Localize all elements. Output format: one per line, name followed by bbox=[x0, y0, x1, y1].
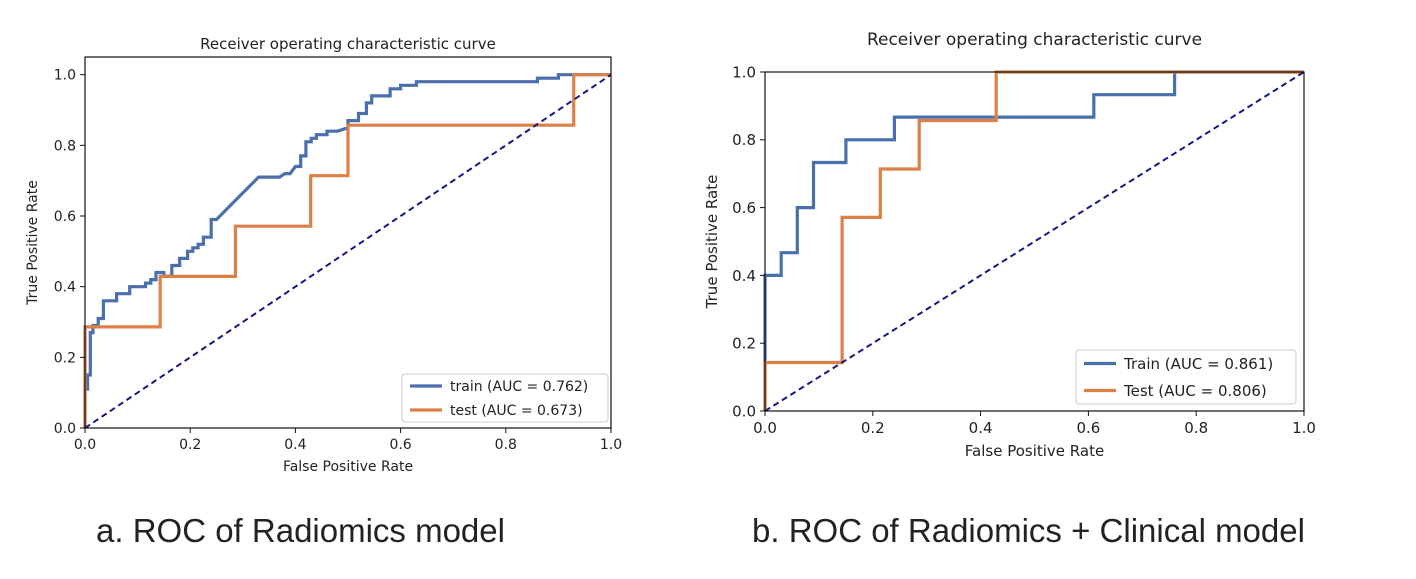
y-tick-label: 0.2 bbox=[54, 350, 76, 366]
y-tick-label: 0.4 bbox=[732, 267, 756, 285]
chance-diagonal-line bbox=[84, 73, 612, 429]
series-line-test bbox=[83, 73, 611, 428]
x-tick-label: 0.2 bbox=[179, 437, 201, 453]
y-tick-label: 0.8 bbox=[732, 131, 756, 149]
x-tick-label: 0.4 bbox=[284, 437, 306, 453]
legend: Train (AUC = 0.861) Test (AUC = 0.806) bbox=[1075, 349, 1297, 405]
chart-title: Receiver operating characteristic curve bbox=[200, 35, 496, 53]
x-axis-label: False Positive Rate bbox=[283, 459, 413, 475]
x-tick-label: 0.0 bbox=[753, 419, 777, 437]
roc-chart-1: Receiver operating characteristic curve 0… bbox=[25, 35, 622, 475]
caption-radiomics-model: a. ROC of Radiomics model bbox=[96, 512, 505, 549]
caption-radiomics-clinical-model: b. ROC of Radiomics + Clinical model bbox=[752, 512, 1305, 549]
chance-diagonal-line bbox=[764, 71, 1305, 412]
series-line-train bbox=[763, 70, 1304, 411]
y-tick-label: 0.0 bbox=[732, 402, 756, 420]
y-tick-label: 0.4 bbox=[54, 280, 76, 296]
legend: train (AUC = 0.762) test (AUC = 0.673) bbox=[401, 373, 609, 423]
legend-entry-test: test (AUC = 0.673) bbox=[450, 403, 583, 419]
y-axis-label: True Positive Rate bbox=[703, 175, 721, 310]
legend-box bbox=[1075, 349, 1297, 405]
plot-frame bbox=[84, 56, 612, 429]
legend-entry-train: train (AUC = 0.762) bbox=[450, 379, 588, 395]
y-tick-label: 0.0 bbox=[54, 421, 76, 437]
series-line-test bbox=[763, 70, 1304, 411]
x-tick-label: 0.8 bbox=[1184, 419, 1208, 437]
legend-entry-test: Test (AUC = 0.806) bbox=[1123, 382, 1267, 400]
chart-title: Receiver operating characteristic curve bbox=[867, 30, 1202, 50]
roc-chart-2: Receiver operating characteristic curve 0… bbox=[703, 30, 1316, 460]
x-tick-label: 1.0 bbox=[1292, 419, 1316, 437]
x-tick-label: 0.8 bbox=[495, 437, 517, 453]
x-tick-label: 0.6 bbox=[389, 437, 411, 453]
y-tick-label: 0.2 bbox=[732, 335, 756, 353]
legend-entry-train: Train (AUC = 0.861) bbox=[1123, 355, 1273, 373]
plot-frame bbox=[764, 71, 1305, 412]
x-tick-label: 0.2 bbox=[861, 419, 885, 437]
x-axis-label: False Positive Rate bbox=[965, 442, 1104, 460]
y-axis-label: True Positive Rate bbox=[25, 180, 41, 306]
y-tick-label: 0.6 bbox=[54, 209, 76, 225]
y-tick-label: 0.8 bbox=[54, 138, 76, 154]
y-tick-label: 1.0 bbox=[54, 68, 76, 84]
legend-box bbox=[401, 373, 609, 423]
series-line-train bbox=[83, 73, 611, 428]
y-tick-label: 1.0 bbox=[732, 63, 756, 81]
x-tick-label: 0.0 bbox=[74, 437, 96, 453]
x-tick-label: 0.4 bbox=[969, 419, 993, 437]
x-tick-label: 1.0 bbox=[600, 437, 622, 453]
y-tick-label: 0.6 bbox=[732, 199, 756, 217]
x-tick-label: 0.6 bbox=[1076, 419, 1100, 437]
